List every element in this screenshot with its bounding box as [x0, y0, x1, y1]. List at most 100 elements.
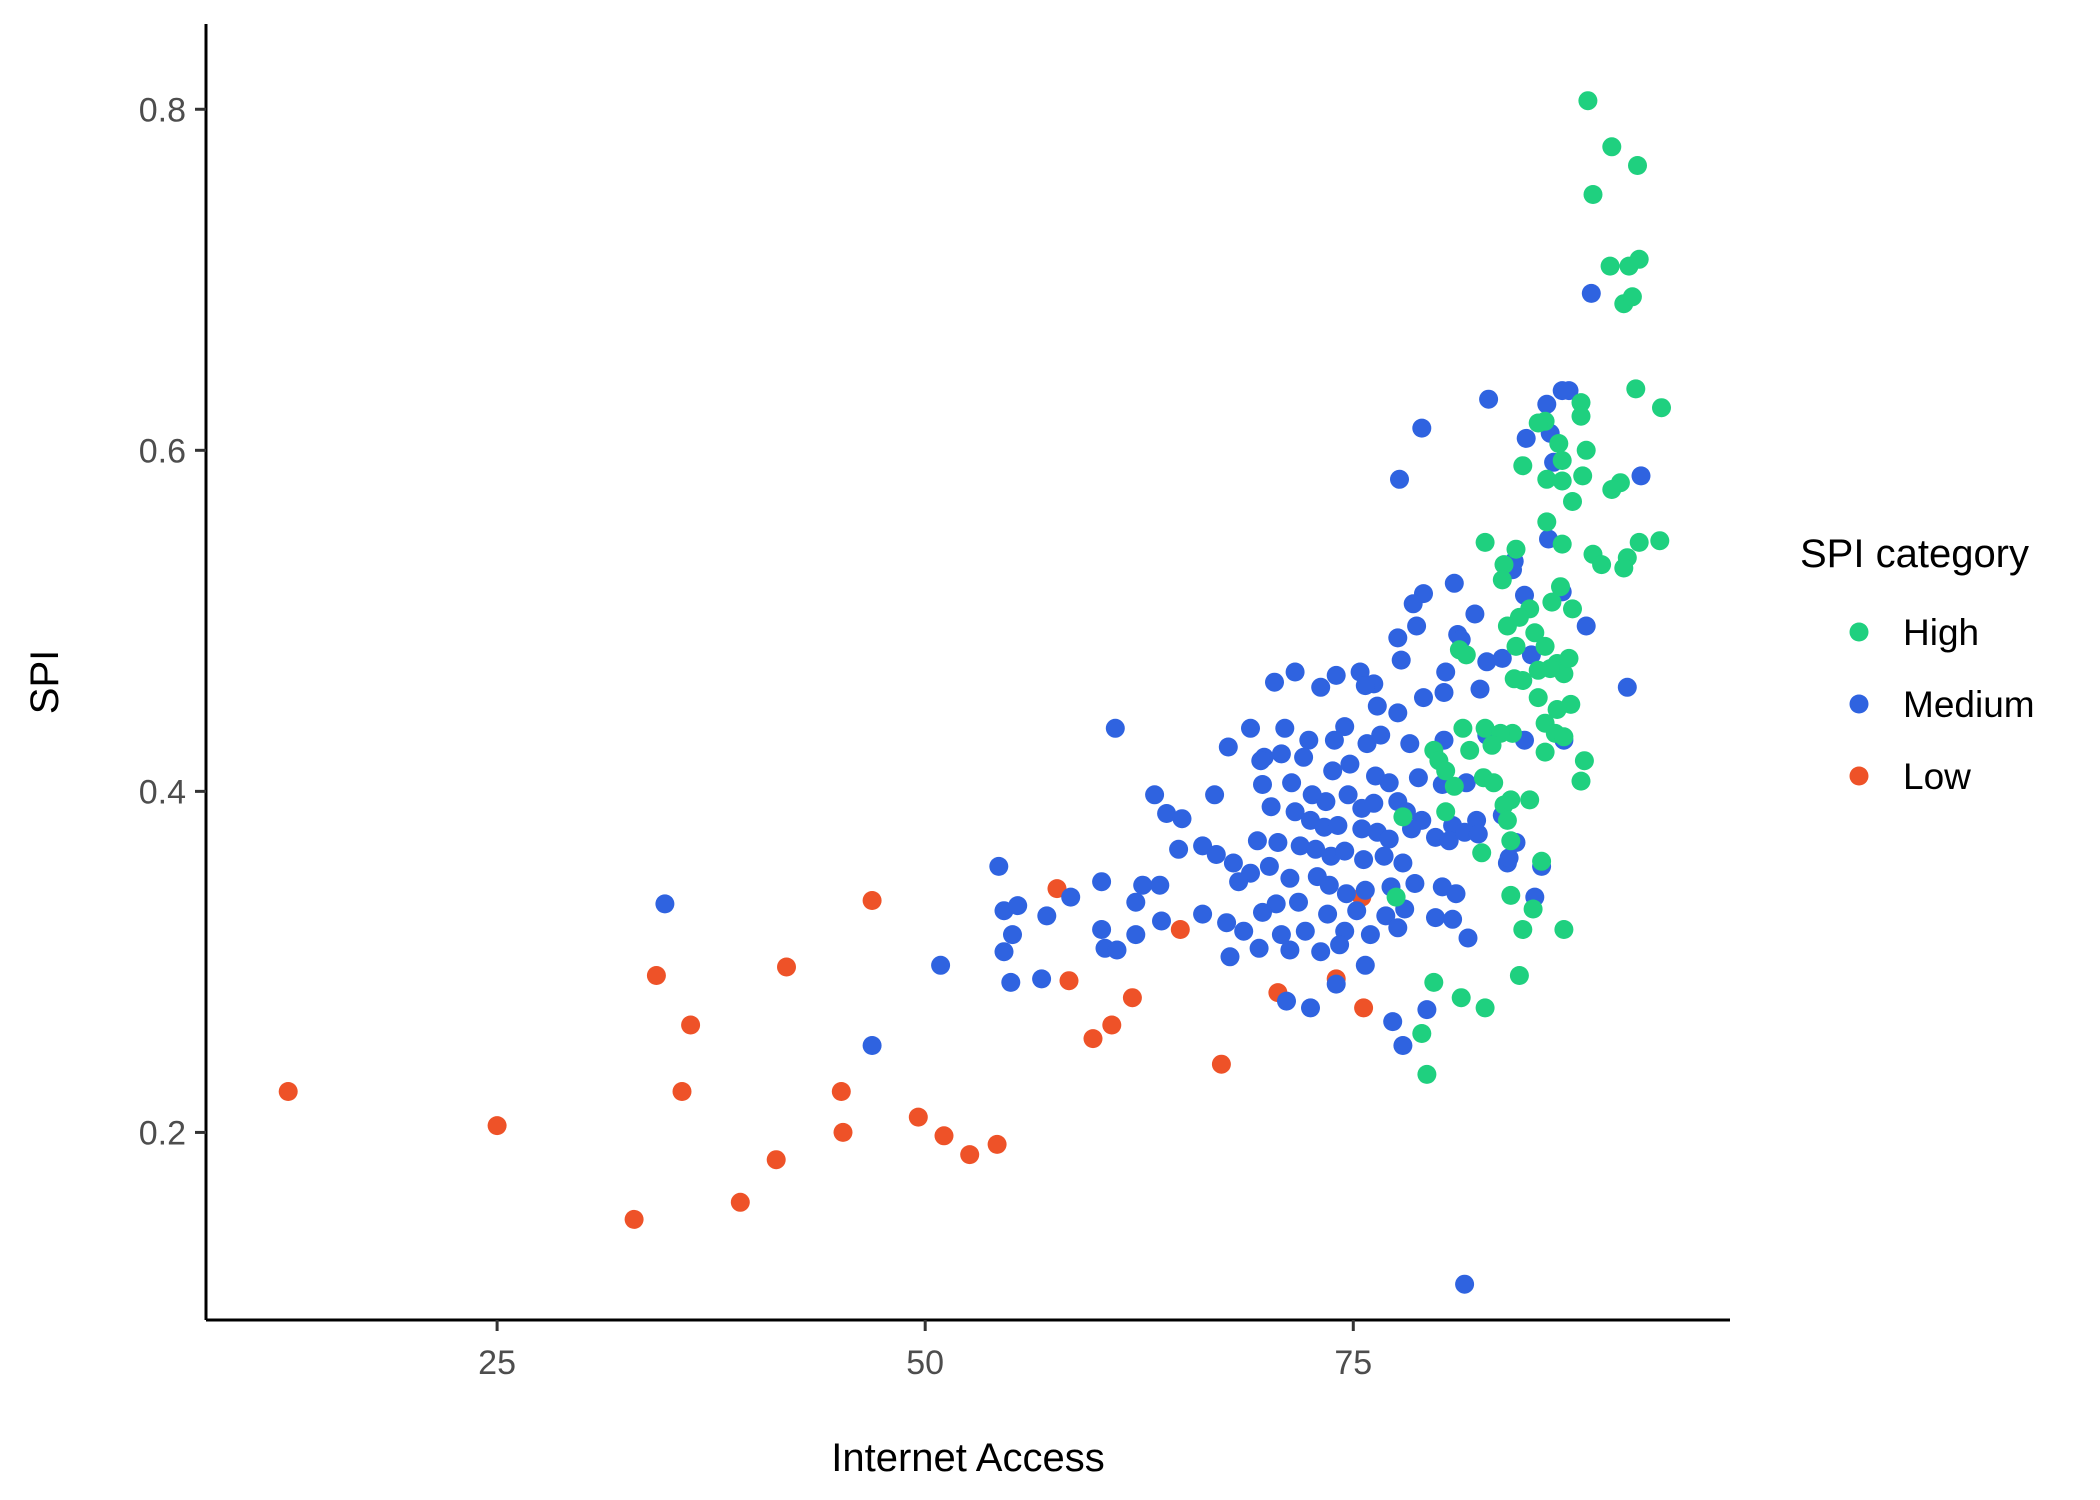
point-high: [1540, 659, 1560, 679]
point-medium: [1338, 785, 1358, 805]
point-high: [1563, 599, 1582, 619]
point-medium: [1169, 839, 1189, 859]
point-medium: [1268, 833, 1288, 852]
point-medium: [1400, 734, 1420, 754]
point-medium: [1271, 744, 1291, 764]
point-medium: [1388, 703, 1408, 723]
point-high: [1456, 645, 1476, 665]
point-medium: [1412, 418, 1432, 438]
point-medium: [1360, 925, 1380, 945]
point-high: [1571, 393, 1591, 413]
series-high: [1386, 91, 1671, 1084]
ticks-layer: 25 50 75 0.2 0.4 0.6 0.8: [139, 91, 1372, 1382]
point-high: [1513, 456, 1533, 476]
point-high: [1573, 466, 1593, 486]
point-medium: [862, 1036, 882, 1055]
point-low: [672, 1082, 692, 1101]
point-medium: [1390, 469, 1409, 489]
point-medium: [1492, 648, 1512, 668]
point-medium: [1617, 677, 1637, 697]
point-high: [1542, 592, 1562, 612]
point-high: [1475, 718, 1495, 738]
point-medium: [1371, 725, 1391, 745]
point-medium: [1295, 921, 1315, 941]
point-medium: [1271, 925, 1291, 945]
point-high: [1393, 807, 1413, 827]
y-tick-label: 0.6: [139, 432, 186, 470]
point-low: [1170, 920, 1190, 939]
point-medium: [1367, 696, 1387, 716]
point-low: [862, 891, 882, 910]
point-high: [1482, 735, 1502, 755]
point-high: [1537, 512, 1557, 532]
point-medium: [1364, 793, 1384, 813]
point-high: [1525, 623, 1545, 643]
point-medium: [1458, 928, 1478, 948]
point-high: [1501, 885, 1521, 905]
point-medium: [1253, 902, 1272, 922]
point-medium: [1446, 884, 1466, 904]
point-low: [934, 1126, 954, 1146]
x-tick-label: 75: [1334, 1344, 1372, 1382]
legend-label-high: High: [1903, 612, 1979, 653]
point-high: [1494, 555, 1514, 575]
point-medium: [1355, 676, 1375, 696]
point-high: [1578, 91, 1598, 111]
point-high: [1484, 773, 1504, 793]
point-medium: [1468, 824, 1488, 844]
legend-key-low: [1849, 766, 1869, 786]
point-medium: [1259, 856, 1279, 876]
point-high: [1535, 636, 1555, 656]
point-medium: [1126, 925, 1146, 945]
point-high: [1571, 406, 1591, 426]
point-medium: [1581, 283, 1601, 303]
point-medium: [1311, 677, 1331, 697]
point-medium: [1388, 628, 1408, 648]
point-medium: [1443, 909, 1463, 929]
x-tick-label: 25: [478, 1344, 516, 1382]
point-low: [960, 1145, 980, 1165]
point-medium: [1499, 848, 1519, 868]
point-medium: [989, 856, 1009, 876]
point-medium: [1306, 839, 1326, 859]
point-medium: [1405, 874, 1425, 893]
point-high: [1436, 802, 1456, 822]
point-high: [1554, 920, 1574, 939]
point-low: [646, 966, 666, 985]
point-medium: [1061, 887, 1081, 907]
point-medium: [1352, 819, 1372, 839]
point-medium: [1289, 892, 1308, 912]
point-high: [1626, 379, 1646, 399]
point-high: [1650, 531, 1670, 551]
point-high: [1559, 648, 1579, 668]
point-medium: [1193, 836, 1213, 856]
point-medium: [1374, 846, 1394, 866]
point-medium: [1247, 831, 1267, 851]
point-medium: [1206, 845, 1226, 864]
point-low: [908, 1107, 928, 1127]
point-medium: [1326, 974, 1346, 994]
point-high: [1453, 718, 1473, 738]
point-high: [1552, 534, 1572, 554]
point-medium: [1105, 718, 1125, 738]
point-medium: [1407, 616, 1427, 636]
point-medium: [1234, 921, 1254, 941]
point-high: [1506, 636, 1526, 656]
point-medium: [931, 955, 951, 975]
point-high: [1451, 988, 1471, 1008]
point-medium: [1328, 816, 1348, 835]
points-layer: [278, 91, 1671, 1294]
point-high: [1412, 1024, 1432, 1043]
point-high: [1475, 998, 1495, 1018]
point-medium: [1357, 734, 1377, 754]
point-medium: [1379, 773, 1399, 793]
point-low: [1354, 998, 1374, 1018]
point-high: [1549, 434, 1569, 453]
point-medium: [1470, 679, 1490, 699]
point-medium: [1277, 991, 1296, 1011]
point-medium: [1347, 901, 1367, 921]
point-medium: [1218, 737, 1238, 757]
point-high: [1528, 413, 1548, 433]
point-medium: [1455, 1274, 1475, 1294]
point-low: [487, 1116, 507, 1136]
